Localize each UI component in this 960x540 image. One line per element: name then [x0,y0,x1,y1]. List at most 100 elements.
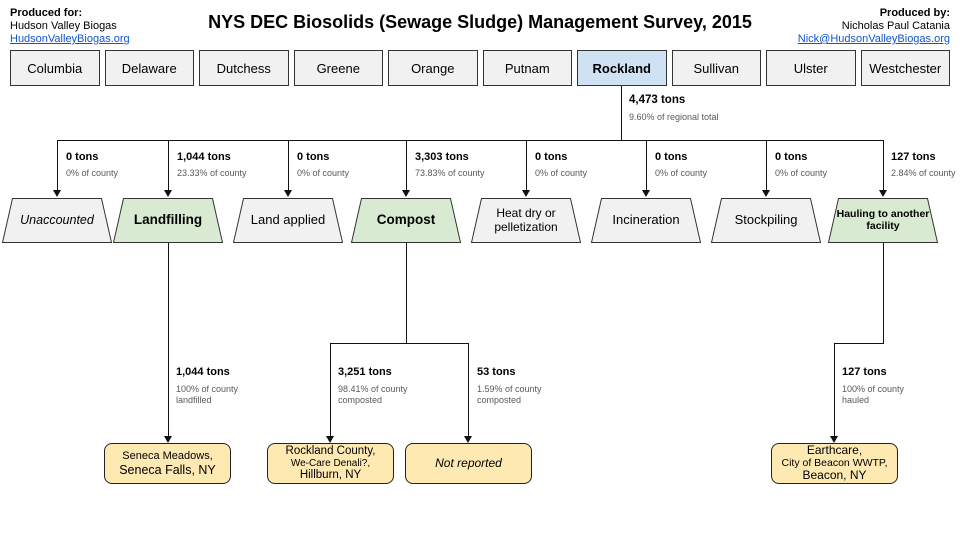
compost-flow-stem [406,243,407,344]
produced-for-link[interactable]: HudsonValleyBiogas.org [10,33,130,45]
destination-compost-line3: Hillburn, NY [299,469,362,482]
destination-compost-reported: Rockland County, We-Care Denali?, Hillbu… [267,443,394,484]
node-unaccounted: Unaccounted [2,198,112,243]
arrow-heat-dry-icon [522,190,530,197]
connector-land-applied [288,140,289,191]
connector-stockpiling [766,140,767,191]
tab-columbia[interactable]: Columbia [10,50,100,86]
destination-compost-line1: Rockland County, [285,445,376,458]
tab-sullivan[interactable]: Sullivan [671,50,761,86]
compost-flow-cross [330,343,469,344]
tab-orange[interactable]: Orange [388,50,478,86]
landfilling-pct: 23.33% of county [177,168,247,178]
county-tab-bar: Columbia Delaware Dutchess Greene Orange… [10,50,950,86]
arrow-landfilling-icon [164,190,172,197]
destination-not-reported-label: Not reported [435,455,502,470]
destination-compost-line2: We-Care Denali?, [290,457,371,469]
node-land-applied-shape [233,198,343,243]
arrow-compost-icon [402,190,410,197]
incineration-pct: 0% of county [655,168,708,178]
trunk-connector [57,140,884,141]
tab-ulster[interactable]: Ulster [766,50,856,86]
destination-landfill: Seneca Meadows, Seneca Falls, NY [104,443,231,484]
node-landfilling-shape [113,198,223,243]
connector-compost [406,140,407,191]
heat-dry-pct: 0% of county [535,168,588,178]
county-total-tons: 4,473 tons [629,94,686,106]
hauling-flow-pct: 100% of county hauled [842,384,905,405]
arrow-incineration-icon [642,190,650,197]
node-landfilling-label: Landfilling [133,212,203,228]
produced-for-block: Produced for: Hudson Valley Biogas Hudso… [10,7,130,46]
compost-reported-pct: 98.41% of county composted [338,384,408,405]
hauling-pct: 2.84% of county [891,168,956,178]
produced-for-label: Produced for: [10,7,83,19]
node-heat-dry: Heat dry or pelletization [471,198,581,243]
destination-hauling-line2: City of Beacon WWTP, [781,456,888,469]
unaccounted-tons: 0 tons [66,151,99,163]
tab-delaware[interactable]: Delaware [104,50,194,86]
land-applied-pct: 0% of county [297,168,350,178]
compost-not-reported-connector [468,343,469,437]
destination-hauling-line3: Beacon, NY [802,468,867,483]
destination-landfill-line1: Seneca Meadows, [122,450,213,463]
tab-rockland-selected[interactable]: Rockland [577,50,667,86]
hauling-tons: 127 tons [891,151,936,163]
arrow-unaccounted-icon [53,190,61,197]
connector-heat-dry [526,140,527,191]
node-unaccounted-label: Unaccounted [20,212,94,227]
connector-incineration [646,140,647,191]
hauling-flow-tons: 127 tons [842,366,887,378]
arrow-stockpiling-icon [762,190,770,197]
node-hauling: Hauling to another facility [828,198,938,243]
connector-unaccounted [57,140,58,191]
heat-dry-tons: 0 tons [535,151,568,163]
destination-hauling: Earthcare, City of Beacon WWTP, Beacon, … [771,443,898,484]
county-total-pct: 9.60% of regional total [629,112,719,122]
node-compost-shape [351,198,461,243]
node-heat-dry-label: Heat dry or pelletization [494,206,558,234]
produced-by-name: Nicholas Paul Catania [841,20,950,32]
produced-by-label: Produced by: [879,7,950,19]
node-incineration-shape [591,198,701,243]
tab-dutchess[interactable]: Dutchess [199,50,289,86]
incineration-tons: 0 tons [655,151,688,163]
tab-greene[interactable]: Greene [293,50,383,86]
compost-not-reported-tons: 53 tons [477,366,516,378]
produced-for-name: Hudson Valley Biogas [10,20,117,32]
arrow-hauling-icon [879,190,887,197]
hauling-flow-stem [883,243,884,344]
unaccounted-pct: 0% of county [66,168,119,178]
compost-tons: 3,303 tons [415,151,469,163]
node-stockpiling-shape [711,198,821,243]
landfill-flow-tons: 1,044 tons [176,366,230,378]
compost-reported-connector [330,343,331,437]
landfill-flow-arrow-icon [164,436,172,443]
compost-pct: 73.83% of county [415,168,485,178]
node-heat-dry-shape [471,198,581,243]
landfill-flow-pct: 100% of county landfilled [176,384,239,405]
node-compost-label: Compost [376,212,436,228]
node-incineration: Incineration [591,198,701,243]
stockpiling-tons: 0 tons [775,151,808,163]
tab-westchester[interactable]: Westchester [860,50,950,86]
produced-by-link[interactable]: Nick@HudsonValleyBiogas.org [797,33,950,45]
node-unaccounted-shape [2,198,112,243]
connector-landfilling [168,140,169,191]
produced-by-block: Produced by: Nicholas Paul Catania Nick@… [798,7,950,46]
hauling-flow-connector [834,343,835,437]
destination-hauling-line1: Earthcare, [806,443,863,458]
node-hauling-shape [828,198,938,243]
node-incineration-label: Incineration [612,212,680,228]
compost-not-reported-pct: 1.59% of county composted [477,384,542,405]
connector-hauling [883,140,884,191]
node-landfilling: Landfilling [113,198,223,243]
land-applied-tons: 0 tons [297,151,330,163]
landfill-flow-connector [168,243,169,437]
hauling-flow-arrow-icon [830,436,838,443]
tab-putnam[interactable]: Putnam [482,50,572,86]
compost-reported-arrow-icon [326,436,334,443]
node-land-applied: Land applied [233,198,343,243]
node-stockpiling: Stockpiling [711,198,821,243]
